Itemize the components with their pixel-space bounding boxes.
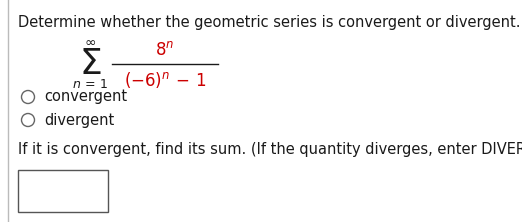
Text: $n\,{=}\,1$: $n\,{=}\,1$: [72, 77, 108, 91]
Text: $8^{n}$: $8^{n}$: [156, 41, 175, 59]
Text: $\infty$: $\infty$: [84, 35, 96, 49]
Bar: [18, 170, 108, 212]
Text: $\Sigma$: $\Sigma$: [79, 47, 101, 81]
Text: convergent: convergent: [44, 89, 127, 105]
Text: If it is convergent, find its sum. (If the quantity diverges, enter DIVERGES.): If it is convergent, find its sum. (If t…: [18, 142, 522, 157]
Text: Determine whether the geometric series is convergent or divergent.: Determine whether the geometric series i…: [18, 15, 520, 30]
Text: $(-6)^{n}\,-\,1$: $(-6)^{n}\,-\,1$: [124, 70, 206, 90]
Text: divergent: divergent: [44, 113, 114, 127]
